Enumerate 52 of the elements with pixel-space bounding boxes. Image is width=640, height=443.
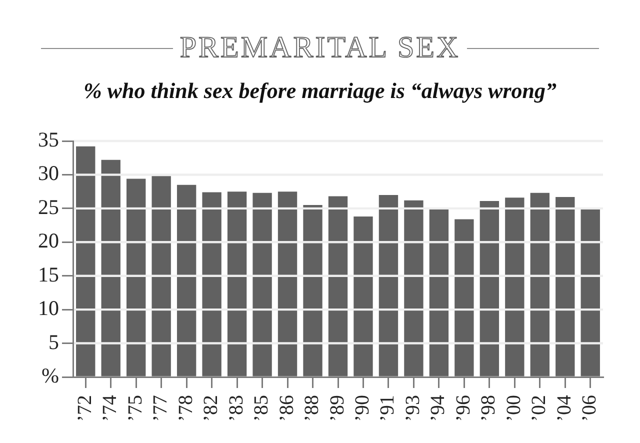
bar: [152, 176, 171, 376]
x-tick-label: ’02: [528, 395, 550, 422]
x-tick-label: ’77: [150, 395, 172, 422]
bar: [354, 216, 373, 376]
x-tick-label: ’91: [376, 395, 399, 422]
x-tick-label: ’96: [452, 395, 474, 422]
x-tick-label: ’98: [478, 395, 500, 422]
x-tick-label: ’93: [402, 395, 424, 422]
x-tick-label: ’83: [225, 395, 248, 422]
x-tick-label: ’94: [427, 395, 450, 422]
bar: [176, 184, 196, 376]
bar: [328, 196, 348, 376]
bar: [480, 201, 500, 376]
x-tick-label: ’90: [351, 395, 374, 422]
x-tick-label: ’72: [74, 395, 96, 422]
x-tick-label: ’04: [553, 395, 576, 422]
y-tick-label: 5: [48, 330, 59, 354]
x-tick-label: ’00: [502, 395, 525, 422]
chart-title: PREMARITAL SEX: [180, 30, 460, 66]
bar: [202, 192, 222, 376]
bar: [404, 200, 424, 376]
x-tick-label: ’75: [124, 395, 146, 422]
x-tick-label: ’89: [326, 395, 348, 422]
y-tick-label: 30: [38, 161, 59, 186]
bar: [303, 205, 322, 376]
x-tick-label: ’85: [250, 395, 273, 422]
y-tick-label: 10: [38, 296, 59, 320]
x-tick-label: ’82: [200, 395, 222, 422]
x-tick-label: ’78: [174, 395, 197, 422]
bar: [252, 192, 272, 376]
bar: [76, 146, 96, 376]
bar: [429, 209, 449, 376]
bar: [580, 209, 600, 376]
chart-subtitle: % who think sex before marriage is “always wrong”: [82, 77, 558, 105]
y-tick-label: 20: [38, 228, 59, 253]
x-tick-label: ’88: [301, 395, 324, 422]
y-tick-label: 15: [38, 262, 59, 286]
x-tick-label: ’06: [578, 395, 601, 422]
y-tick-label: 35: [38, 128, 59, 152]
bar: [454, 219, 474, 376]
bar: [378, 194, 398, 376]
y-tick-label: %: [42, 364, 59, 388]
x-tick-label: ’74: [99, 395, 122, 422]
bar: [278, 192, 298, 376]
y-tick-label: 25: [38, 194, 59, 219]
bar: [556, 196, 575, 376]
bar: [126, 178, 146, 376]
x-tick-label: ’86: [276, 395, 298, 422]
bar: [530, 192, 550, 376]
bar: [505, 198, 524, 376]
bar: [227, 192, 247, 376]
bar: [101, 160, 120, 376]
